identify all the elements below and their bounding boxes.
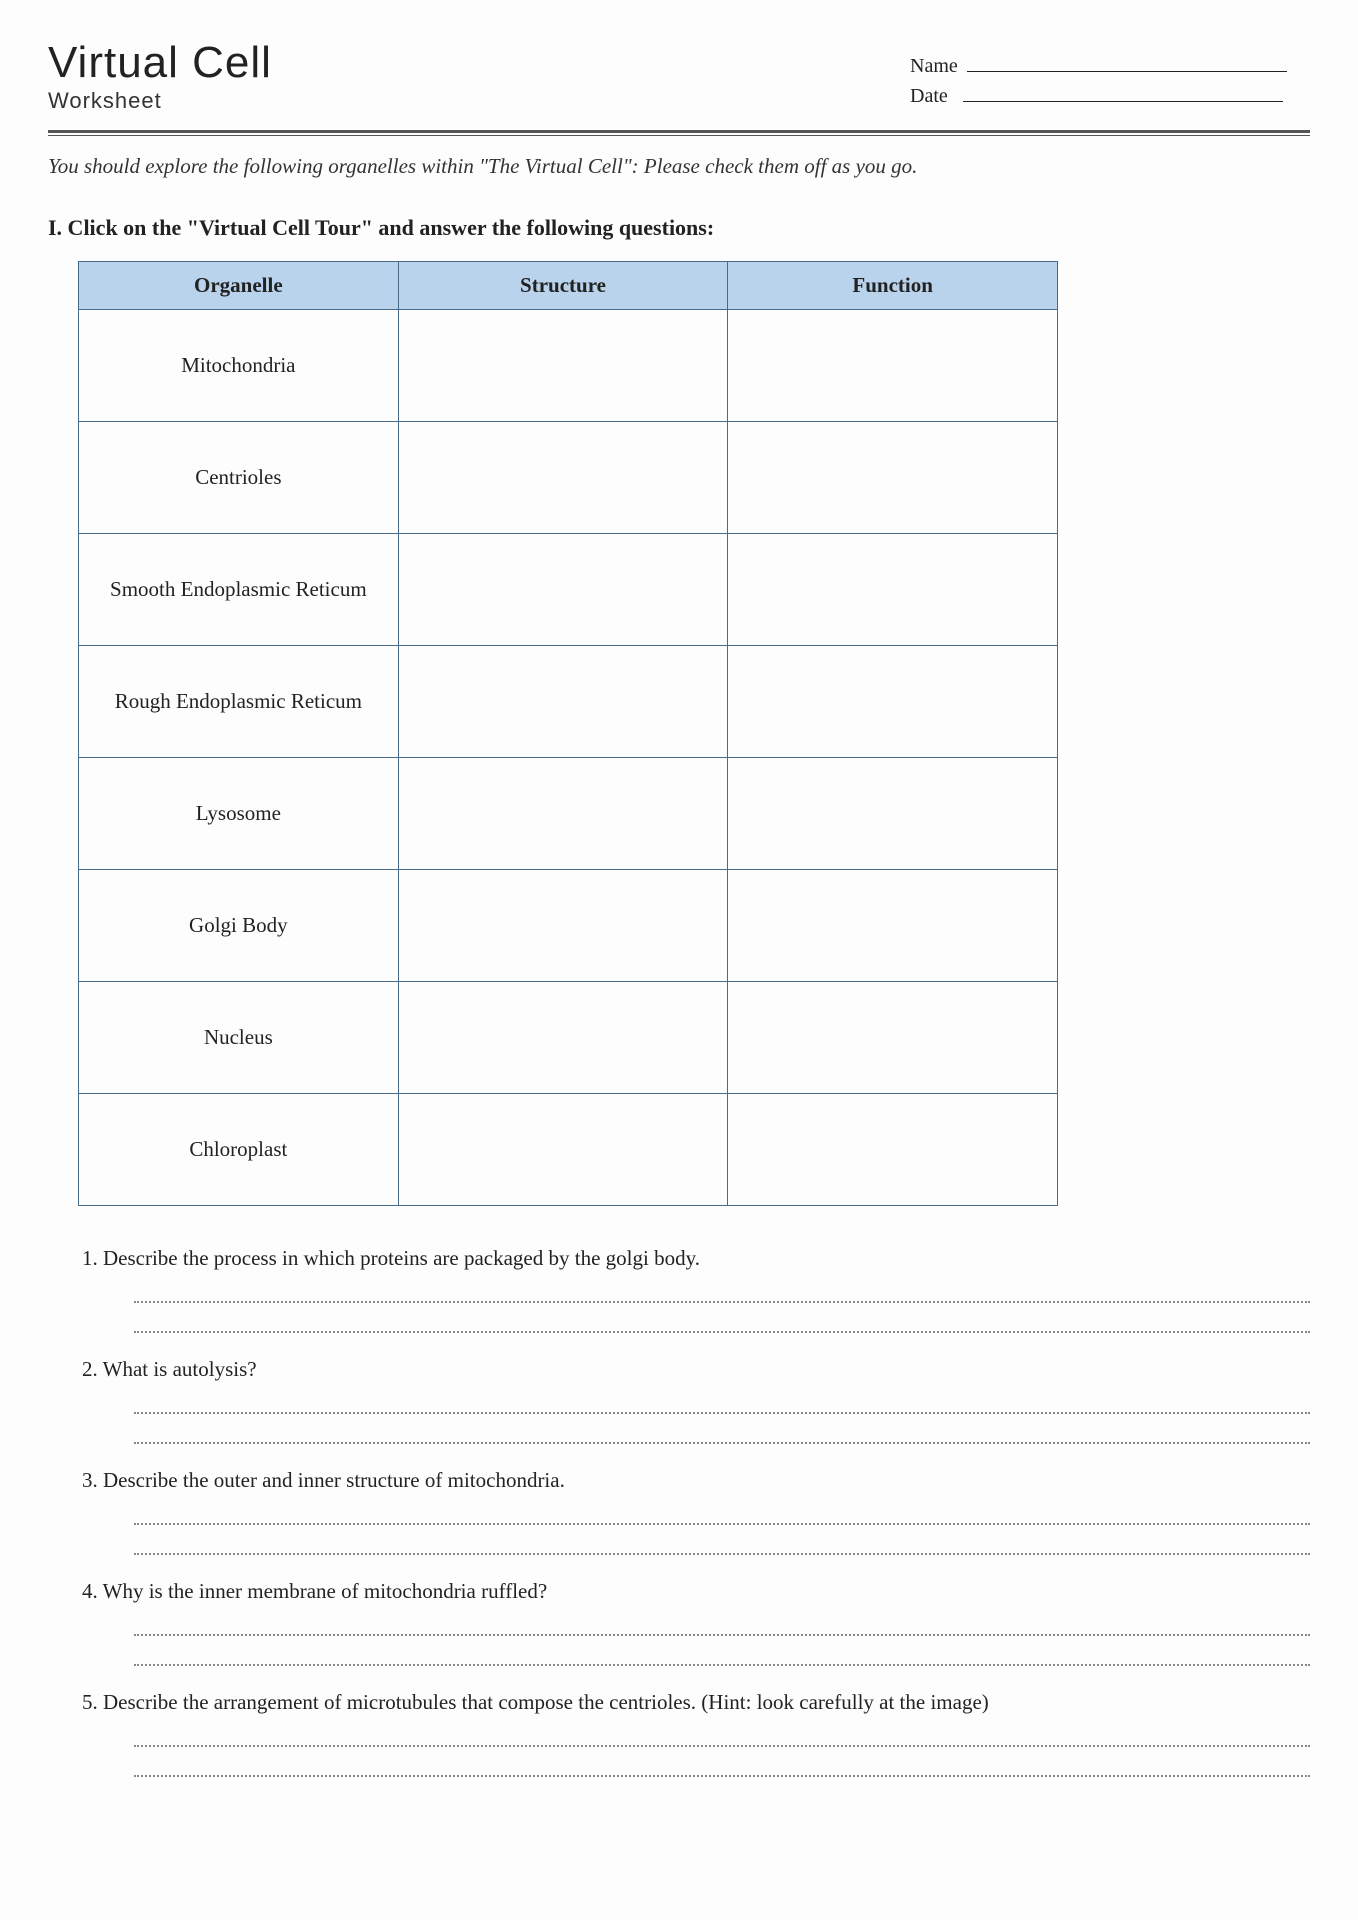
question-2: 2. What is autolysis?	[82, 1357, 1310, 1444]
question-text: 5. Describe the arrangement of microtubu…	[82, 1690, 1310, 1715]
table-row: Chloroplast	[79, 1094, 1058, 1206]
header-rule	[48, 130, 1310, 136]
cell-function[interactable]	[728, 758, 1058, 870]
question-1: 1. Describe the process in which protein…	[82, 1246, 1310, 1333]
cell-structure[interactable]	[398, 534, 728, 646]
question-3: 3. Describe the outer and inner structur…	[82, 1468, 1310, 1555]
answer-line[interactable]	[134, 1733, 1310, 1747]
table-row: Lysosome	[79, 758, 1058, 870]
cell-function[interactable]	[728, 646, 1058, 758]
answer-line[interactable]	[134, 1400, 1310, 1414]
header-row: Virtual Cell Worksheet Name Date	[48, 40, 1310, 124]
table-row: Rough Endoplasmic Reticum	[79, 646, 1058, 758]
intro-text: You should explore the following organel…	[48, 154, 1310, 179]
date-label: Date	[910, 85, 948, 107]
col-organelle: Organelle	[79, 262, 399, 310]
worksheet-page: Virtual Cell Worksheet Name Date You sho…	[0, 0, 1358, 1920]
title-sub: Worksheet	[48, 88, 272, 114]
table-header-row: Organelle Structure Function	[79, 262, 1058, 310]
cell-function[interactable]	[728, 982, 1058, 1094]
answer-line[interactable]	[134, 1622, 1310, 1636]
cell-organelle: Centrioles	[79, 422, 399, 534]
table-body: Mitochondria Centrioles Smooth Endoplasm…	[79, 310, 1058, 1206]
date-row: Date	[910, 84, 1310, 108]
title-main: Virtual Cell	[48, 40, 272, 86]
date-blank-line[interactable]	[963, 84, 1283, 102]
cell-organelle: Golgi Body	[79, 870, 399, 982]
section-heading: I. Click on the "Virtual Cell Tour" and …	[48, 215, 1310, 241]
cell-function[interactable]	[728, 870, 1058, 982]
table-row: Mitochondria	[79, 310, 1058, 422]
question-text: 3. Describe the outer and inner structur…	[82, 1468, 1310, 1493]
cell-function[interactable]	[728, 534, 1058, 646]
organelle-table: Organelle Structure Function Mitochondri…	[78, 261, 1058, 1206]
cell-organelle: Lysosome	[79, 758, 399, 870]
name-date-block: Name Date	[910, 54, 1310, 114]
col-function: Function	[728, 262, 1058, 310]
cell-structure[interactable]	[398, 1094, 728, 1206]
answer-line[interactable]	[134, 1511, 1310, 1525]
cell-structure[interactable]	[398, 870, 728, 982]
name-label: Name	[910, 55, 958, 77]
cell-structure[interactable]	[398, 758, 728, 870]
cell-structure[interactable]	[398, 422, 728, 534]
cell-organelle: Nucleus	[79, 982, 399, 1094]
question-5: 5. Describe the arrangement of microtubu…	[82, 1690, 1310, 1777]
cell-structure[interactable]	[398, 646, 728, 758]
answer-line[interactable]	[134, 1319, 1310, 1333]
question-text: 2. What is autolysis?	[82, 1357, 1310, 1382]
answer-line[interactable]	[134, 1541, 1310, 1555]
answer-line[interactable]	[134, 1289, 1310, 1303]
question-text: 1. Describe the process in which protein…	[82, 1246, 1310, 1271]
cell-function[interactable]	[728, 310, 1058, 422]
cell-organelle: Smooth Endoplasmic Reticum	[79, 534, 399, 646]
table-row: Golgi Body	[79, 870, 1058, 982]
name-row: Name	[910, 54, 1310, 78]
answer-line[interactable]	[134, 1430, 1310, 1444]
cell-structure[interactable]	[398, 982, 728, 1094]
table-row: Nucleus	[79, 982, 1058, 1094]
question-4: 4. Why is the inner membrane of mitochon…	[82, 1579, 1310, 1666]
col-structure: Structure	[398, 262, 728, 310]
cell-organelle: Rough Endoplasmic Reticum	[79, 646, 399, 758]
name-blank-line[interactable]	[967, 54, 1287, 72]
question-text: 4. Why is the inner membrane of mitochon…	[82, 1579, 1310, 1604]
cell-function[interactable]	[728, 1094, 1058, 1206]
cell-organelle: Chloroplast	[79, 1094, 399, 1206]
cell-structure[interactable]	[398, 310, 728, 422]
questions-block: 1. Describe the process in which protein…	[82, 1246, 1310, 1777]
answer-line[interactable]	[134, 1652, 1310, 1666]
cell-organelle: Mitochondria	[79, 310, 399, 422]
table-row: Smooth Endoplasmic Reticum	[79, 534, 1058, 646]
cell-function[interactable]	[728, 422, 1058, 534]
answer-line[interactable]	[134, 1763, 1310, 1777]
table-row: Centrioles	[79, 422, 1058, 534]
title-block: Virtual Cell Worksheet	[48, 40, 272, 114]
